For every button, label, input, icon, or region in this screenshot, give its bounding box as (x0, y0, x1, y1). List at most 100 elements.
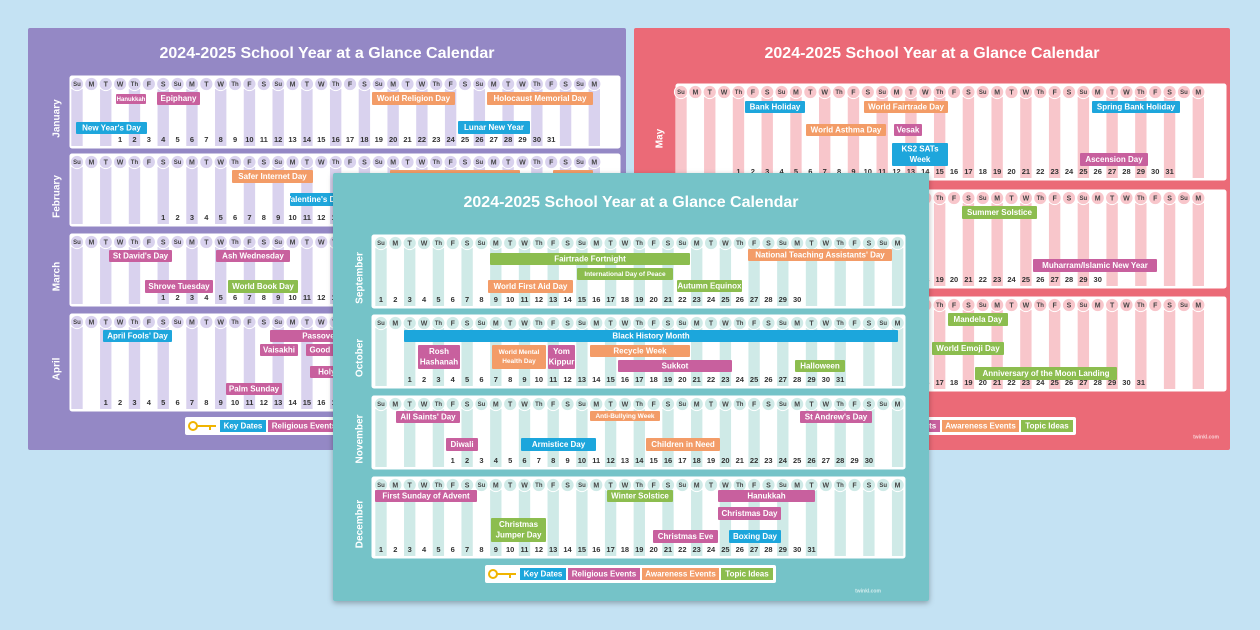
weekday-label: Su (1080, 90, 1088, 96)
day-number: 4 (422, 295, 427, 304)
day-stripe (633, 490, 645, 556)
weekday-label: M (392, 240, 398, 247)
month-label: March (52, 262, 63, 291)
day-number: 6 (233, 293, 237, 302)
weekday-label: Th (231, 82, 239, 88)
weekday-badge (299, 234, 315, 250)
weekday-label: Su (878, 90, 886, 96)
day-number: 31 (807, 545, 815, 554)
weekday-badge (689, 315, 704, 331)
day-number: 9 (494, 295, 498, 304)
weekday-badge (386, 154, 401, 170)
weekday-label: Su (1080, 196, 1088, 202)
event-tag: Sukkot (618, 360, 732, 372)
weekday-badge (416, 235, 432, 251)
weekday-label: Th (936, 303, 944, 309)
weekday-badge (84, 154, 99, 170)
weekday-badge (833, 396, 848, 412)
weekday-badge (388, 235, 403, 251)
weekday-badge (703, 235, 719, 251)
weekday-label: S (463, 159, 468, 166)
day-number: 2 (465, 456, 469, 465)
day-stripe (863, 409, 875, 467)
weekday-label: T (204, 81, 209, 88)
day-number: 16 (592, 545, 600, 554)
day-number: 30 (1151, 167, 1159, 176)
event-box (729, 530, 781, 543)
weekday-label: F (147, 81, 152, 88)
weekday-label: Th (736, 402, 744, 408)
day-number: 11 (245, 398, 253, 407)
event-tag: Children in Need (646, 438, 720, 451)
event-tag: World First Aid Day (488, 280, 573, 293)
weekday-label: T (709, 320, 714, 327)
day-number: 15 (606, 375, 614, 384)
event-box (458, 121, 530, 134)
weekday-badge (804, 396, 819, 412)
weekday-label: W (521, 320, 528, 327)
weekday-badge (402, 315, 417, 331)
weekday-badge (961, 190, 976, 206)
weekday-label: Su (1080, 303, 1088, 309)
weekday-badge (256, 314, 271, 330)
weekday-label: F (752, 240, 757, 247)
day-number: 29 (807, 375, 815, 384)
weekday-label: W (421, 401, 428, 408)
day-stripe (933, 203, 946, 286)
weekday-label: W (722, 240, 729, 247)
weekday-label: S (261, 319, 266, 326)
weekday-label: Th (231, 240, 239, 246)
weekday-badge (589, 235, 604, 251)
weekday-badge (761, 315, 776, 331)
event-box (962, 206, 1037, 219)
weekday-label: S (666, 482, 671, 489)
weekday-label: Su (979, 90, 987, 96)
day-stripe (777, 248, 789, 306)
weekday-label: Th (1037, 303, 1045, 309)
day-stripe (748, 409, 760, 467)
weekday-badge (890, 235, 905, 251)
day-number: 2 (118, 398, 122, 407)
month-label: December (355, 500, 366, 548)
day-stripe (215, 167, 227, 224)
day-stripe (761, 97, 773, 178)
weekday-badge (775, 396, 790, 412)
weekday-badge (486, 76, 501, 92)
weekday-badge (371, 154, 386, 170)
weekday-label: F (551, 482, 556, 489)
event-label: Black History Month (612, 332, 689, 341)
weekday-badge (271, 234, 286, 250)
day-stripe (588, 89, 601, 146)
weekday-label: Su (979, 303, 987, 309)
weekday-label: M (1095, 195, 1101, 202)
weekday-label: S (867, 401, 872, 408)
weekday-label: F (852, 401, 857, 408)
weekday-label: F (652, 320, 657, 327)
day-stripe (576, 328, 588, 386)
day-stripe (1163, 203, 1176, 286)
event-label: Valentine's Day (286, 195, 345, 204)
weekday-label: Th (735, 90, 743, 96)
weekday-label: F (551, 401, 556, 408)
weekday-badge (386, 76, 401, 92)
day-stripe (186, 167, 198, 224)
weekday-badge (732, 235, 747, 251)
day-number: 20 (950, 275, 958, 284)
weekday-badge (775, 315, 790, 331)
weekday-badge (285, 234, 300, 250)
weekday-badge (689, 235, 704, 251)
weekday-badge (517, 396, 532, 412)
event-label: Recycle Week (613, 347, 667, 356)
day-number: 11 (303, 213, 311, 222)
day-stripe (404, 409, 416, 467)
day-stripe (215, 247, 227, 304)
day-number: 20 (649, 295, 657, 304)
day-stripe (461, 248, 473, 306)
legend-label: Awareness Events (945, 422, 1016, 431)
weekday-label: M (1095, 302, 1101, 309)
day-number: 10 (288, 293, 296, 302)
day-stripe (490, 248, 502, 306)
weekday-badge (69, 314, 85, 330)
day-number: 24 (1065, 167, 1074, 176)
day-number: 18 (950, 378, 958, 387)
